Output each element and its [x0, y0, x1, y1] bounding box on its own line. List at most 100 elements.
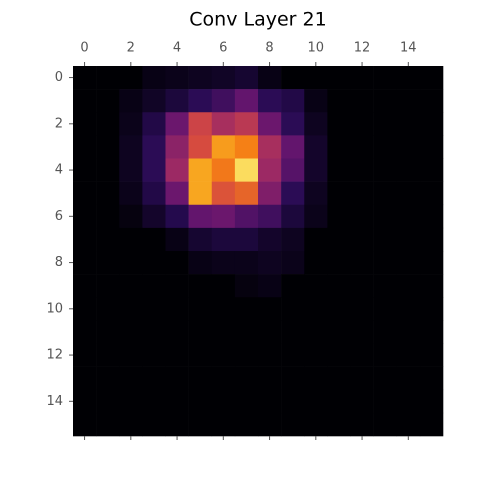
heatmap-cell [396, 135, 421, 159]
heatmap-cell [396, 112, 421, 136]
heatmap-cell [304, 112, 328, 136]
heatmap-cell [350, 158, 374, 182]
x-tick-label: 2 [127, 41, 135, 56]
heatmap-cell [350, 366, 374, 391]
heatmap-cell [419, 135, 444, 159]
heatmap-cell [258, 343, 282, 367]
heatmap-cell [96, 112, 120, 136]
heatmap-cell [234, 343, 259, 367]
heatmap-cell [119, 135, 143, 159]
heatmap-cell [327, 366, 351, 391]
heatmap-cell [234, 135, 259, 159]
heatmap-cell [188, 320, 213, 344]
heatmap-cell [234, 389, 259, 414]
heatmap-cell [73, 181, 97, 206]
heatmap-cell [188, 135, 213, 159]
heatmap-cell [258, 366, 282, 391]
heatmap-cell [211, 66, 236, 90]
heatmap-cell [373, 89, 398, 113]
heatmap-cell [281, 366, 305, 391]
heatmap-cell [396, 389, 421, 414]
heatmap-cell [373, 66, 398, 90]
heatmap-cell [304, 297, 328, 321]
heatmap-cell [119, 181, 143, 206]
heatmap-cell [119, 89, 143, 113]
heatmap-cell [234, 112, 259, 136]
heatmap-cell [304, 158, 328, 182]
heatmap-cell [96, 366, 120, 391]
heatmap-cell [165, 158, 189, 182]
heatmap-cell [373, 251, 398, 275]
heatmap-cell [258, 297, 282, 321]
heatmap-cell [73, 135, 97, 159]
heatmap-cell [373, 227, 398, 252]
y-tick-label: 14 [46, 394, 63, 409]
heatmap-cell [373, 343, 398, 367]
y-tick-label: 6 [55, 209, 63, 224]
heatmap-cell [211, 89, 236, 113]
heatmap-cell [119, 227, 143, 252]
heatmap-cell [419, 412, 444, 437]
heatmap-cell [281, 204, 305, 229]
heatmap-cell [142, 251, 166, 275]
heatmap-cell [304, 181, 328, 206]
heatmap-cell [96, 181, 120, 206]
x-tick-label: 0 [80, 41, 88, 56]
heatmap-cell [119, 320, 143, 344]
heatmap-cell [304, 274, 328, 298]
heatmap-cell [188, 227, 213, 252]
heatmap-cell [165, 366, 189, 391]
heatmap-cell [281, 412, 305, 437]
heatmap-cell [258, 204, 282, 229]
heatmap-cell [419, 204, 444, 229]
heatmap-cell [327, 66, 351, 90]
heatmap-cell [188, 158, 213, 182]
heatmap-cell [419, 181, 444, 206]
heatmap-cell [142, 158, 166, 182]
heatmap-cell [281, 181, 305, 206]
heatmap-cell [281, 135, 305, 159]
heatmap-cell [373, 389, 398, 414]
heatmap-cell [234, 181, 259, 206]
heatmap-cell [165, 227, 189, 252]
heatmap-cell [188, 251, 213, 275]
heatmap-cell [142, 181, 166, 206]
heatmap-cell [73, 274, 97, 298]
heatmap-cell [304, 135, 328, 159]
heatmap-cell [96, 297, 120, 321]
heatmap-cell [396, 251, 421, 275]
heatmap-cell [188, 366, 213, 391]
heatmap-cell [119, 412, 143, 437]
heatmap-cell [373, 112, 398, 136]
heatmap-cell [350, 320, 374, 344]
heatmap-cell [165, 412, 189, 437]
heatmap-cell [188, 274, 213, 298]
heatmap-cell [327, 89, 351, 113]
heatmap-cell [165, 66, 189, 90]
heatmap-cell [327, 343, 351, 367]
heatmap-cell [119, 251, 143, 275]
heatmap-cell [304, 227, 328, 252]
heatmap-cell [396, 158, 421, 182]
heatmap-cell [258, 158, 282, 182]
heatmap-cell [396, 181, 421, 206]
heatmap-cell [304, 66, 328, 90]
heatmap-cell [327, 251, 351, 275]
heatmap-cell [327, 112, 351, 136]
heatmap-cell [258, 181, 282, 206]
heatmap-cell [96, 412, 120, 437]
heatmap-cell [211, 158, 236, 182]
y-tick-label: 4 [55, 163, 63, 178]
heatmap-cell [419, 112, 444, 136]
heatmap-cell [73, 89, 97, 113]
heatmap-cell [350, 112, 374, 136]
heatmap-cell [96, 343, 120, 367]
heatmap-cell [234, 251, 259, 275]
heatmap-cell [281, 297, 305, 321]
heatmap-cell [142, 320, 166, 344]
heatmap-cell [142, 227, 166, 252]
heatmap-cell [327, 297, 351, 321]
heatmap-cell [234, 297, 259, 321]
heatmap-cell [96, 66, 120, 90]
heatmap-cell [142, 389, 166, 414]
